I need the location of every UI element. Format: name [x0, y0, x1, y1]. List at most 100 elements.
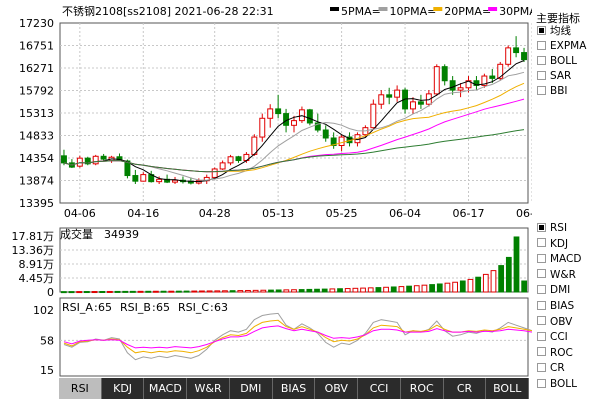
rsi-axis: 102 58 15: [33, 304, 54, 377]
tab-kdj[interactable]: KDJ: [101, 378, 145, 399]
indicator-tabs: RSI KDJ MACD W&R DMI BIAS OBV CCI ROC CR BOLL: [59, 378, 530, 400]
sub-option-obv[interactable]: OBV: [537, 316, 572, 329]
rsi-legend-name-1: RSI_B: [120, 301, 151, 314]
volume-bar: [153, 290, 159, 293]
checkbox-icon[interactable]: [537, 222, 546, 232]
sub-option-kdj[interactable]: KDJ: [537, 238, 568, 251]
volume-bar: [344, 288, 351, 293]
tab-dmi[interactable]: DMI: [229, 378, 273, 399]
checkbox-icon[interactable]: [537, 40, 546, 50]
volume-bar: [237, 290, 244, 293]
candle-body: [61, 155, 67, 164]
sub-option-bias[interactable]: BIAS: [537, 300, 574, 313]
candle-body: [100, 155, 107, 160]
volume-bar: [298, 289, 305, 293]
rsi-line-rsi_c: [63, 325, 532, 349]
candle-body: [417, 101, 424, 105]
volume-bar: [168, 290, 175, 293]
candle-body: [172, 179, 178, 183]
checkbox-icon[interactable]: [537, 238, 546, 248]
rsi-line-rsi_a: [63, 312, 532, 361]
sub-option-cr[interactable]: CR: [537, 362, 565, 375]
candle-body: [370, 103, 377, 129]
tab-rsi[interactable]: RSI: [59, 378, 102, 399]
legend-label-1: 10PMA=: [390, 5, 437, 18]
date-tick-label: 04-06: [64, 207, 96, 220]
rsi-legend-colon-1: :: [152, 301, 156, 314]
volume-bar: [283, 289, 290, 293]
price-tick-label: 15792: [19, 85, 54, 98]
checkbox-icon[interactable]: [537, 347, 546, 357]
volume-bar: [91, 291, 98, 294]
tab-w-r[interactable]: W&R: [187, 378, 230, 399]
rsi-tick-label: 102: [33, 304, 54, 317]
checkbox-icon[interactable]: [537, 331, 546, 341]
moving-average-lines: [63, 60, 525, 183]
volume-bar: [260, 289, 267, 293]
checkbox-icon[interactable]: [537, 55, 546, 65]
tab-bias[interactable]: BIAS: [272, 378, 316, 399]
checkbox-icon[interactable]: [537, 253, 546, 263]
candle-body: [513, 47, 520, 54]
date-tick-label: 06-29: [516, 207, 532, 220]
volume-tick-label: 8.91万: [19, 258, 55, 271]
checkbox-icon[interactable]: [537, 300, 546, 310]
main-option-expma[interactable]: EXPMA: [537, 40, 586, 53]
ma-line-5: [63, 60, 525, 183]
rsi-legend-name-2: RSI_C: [178, 301, 209, 314]
ma-legend: 5PMA= 10PMA= 20PMA= 30PMA=: [330, 5, 532, 18]
sub-option-w-r[interactable]: W&R: [537, 269, 576, 282]
candle-grid: [59, 22, 532, 204]
candle-body: [306, 109, 313, 124]
tab-roc[interactable]: ROC: [400, 378, 444, 399]
rsi-legend-value-2: 63: [214, 301, 228, 314]
sub-option-roc[interactable]: ROC: [537, 347, 573, 360]
volume-bar: [106, 290, 113, 293]
volume-bar: [176, 290, 182, 293]
main-option-bbi[interactable]: BBI: [537, 85, 568, 98]
main-option-boll[interactable]: BOLL: [537, 55, 577, 68]
sub-option-dmi[interactable]: DMI: [537, 284, 570, 297]
candle-body: [235, 156, 242, 162]
checkbox-icon[interactable]: [537, 362, 546, 372]
tab-cci[interactable]: CCI: [358, 378, 401, 399]
checkbox-icon[interactable]: [537, 25, 546, 35]
sub-option-boll[interactable]: BOLL: [537, 378, 577, 391]
indicator-panel: 主要指标 均线 EXPMA BOLL SAR BBI RSI KDJ MACD W&R DMI B…: [532, 0, 600, 400]
checkbox-icon[interactable]: [537, 284, 546, 294]
legend-label-0: 5PMA=: [341, 5, 381, 18]
volume-bar: [275, 289, 282, 293]
tab-obv[interactable]: OBV: [315, 378, 359, 399]
tab-macd[interactable]: MACD: [144, 378, 188, 399]
checkbox-icon[interactable]: [537, 269, 546, 279]
main-option-sar[interactable]: SAR: [537, 70, 571, 83]
date-tick-label: 04-28: [199, 207, 231, 220]
volume-bar: [337, 288, 343, 293]
main-option--[interactable]: 均线: [537, 25, 571, 38]
volume-bar: [183, 290, 190, 293]
volume-bar: [521, 280, 528, 293]
tab-boll[interactable]: BOLL: [486, 378, 530, 399]
rsi-tick-label: 58: [40, 334, 54, 347]
sub-option-macd[interactable]: MACD: [537, 253, 581, 266]
volume-bar: [360, 287, 366, 293]
sub-option-label: OBV: [550, 315, 573, 328]
sub-option-label: MACD: [550, 253, 582, 266]
checkbox-icon[interactable]: [537, 378, 546, 388]
sub-option-rsi[interactable]: RSI: [537, 222, 567, 235]
candle-body: [449, 80, 456, 91]
checkbox-icon[interactable]: [537, 70, 546, 80]
checkbox-icon[interactable]: [537, 85, 546, 95]
volume-bar: [306, 288, 313, 293]
price-tick-label: 13874: [19, 175, 54, 188]
volume-bar: [214, 290, 221, 293]
checkbox-icon[interactable]: [537, 316, 546, 326]
candle-body: [441, 66, 448, 82]
price-tick-label: 14354: [19, 152, 54, 165]
candle-body: [92, 155, 99, 165]
price-tick-label: 16751: [19, 40, 54, 53]
sub-option-cci[interactable]: CCI: [537, 331, 568, 344]
sub-option-label: CR: [550, 362, 565, 375]
tab-cr[interactable]: CR: [443, 378, 487, 399]
